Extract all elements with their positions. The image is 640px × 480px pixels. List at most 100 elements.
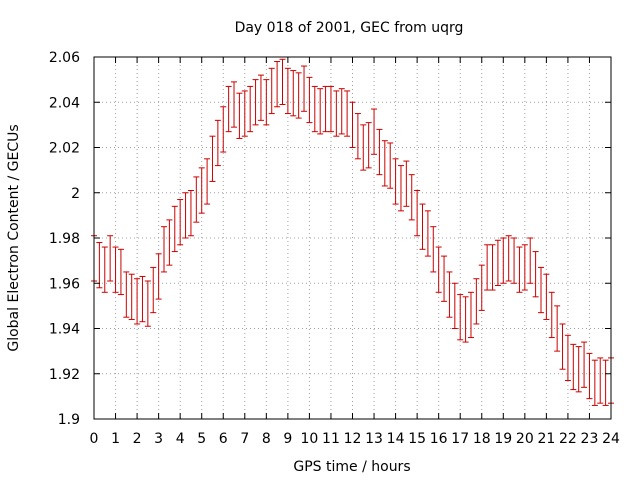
y-tick-label: 1.96 (49, 276, 80, 292)
error-bar-point (591, 359, 598, 406)
error-bar-point (182, 192, 189, 239)
x-tick-label: 19 (494, 431, 512, 447)
error-bar-point (435, 246, 442, 293)
error-bar-point (166, 219, 173, 266)
x-tick-label: 20 (516, 431, 534, 447)
y-axis-label: Global Electron Content / GECUs (6, 124, 22, 351)
x-tick-label: 1 (111, 431, 120, 447)
error-bar-point (295, 72, 302, 119)
error-bar-point (473, 278, 480, 325)
y-tick-labels: 1.9 1.92 1.94 1.96 1.98 2 2.02 2.04 2.06 (49, 50, 80, 428)
error-bar-point (290, 70, 297, 117)
x-tick-label: 7 (240, 431, 249, 447)
error-bar-point (209, 135, 216, 182)
y-tick-label: 1.92 (49, 367, 80, 383)
error-bar-point (123, 271, 130, 318)
error-bar-point (171, 205, 178, 253)
error-bar-point (257, 74, 264, 121)
error-bar-point (500, 237, 507, 284)
error-bar-point (376, 128, 383, 176)
error-bar-point (381, 140, 388, 187)
error-bar-point (177, 199, 184, 246)
error-bar-point (457, 294, 464, 341)
x-tick-label: 22 (559, 431, 577, 447)
error-bar-point (193, 176, 200, 223)
y-tick-label: 2.06 (49, 50, 80, 66)
error-bar-point (451, 282, 458, 329)
error-bar-point (581, 341, 588, 388)
x-tick-label: 14 (387, 431, 405, 447)
error-bar-point (311, 85, 318, 133)
error-bar-point (344, 90, 351, 137)
x-tick-label: 18 (473, 431, 491, 447)
error-bar-point (564, 334, 571, 382)
error-bar-point (128, 273, 135, 320)
error-bar-point (252, 79, 259, 126)
error-bar-point (424, 210, 431, 257)
error-bar-point (543, 273, 550, 320)
error-bar-point (161, 226, 168, 273)
error-bar-point (306, 76, 313, 124)
error-bar-point (187, 189, 194, 237)
x-tick-label: 9 (283, 431, 292, 447)
error-bar-point (231, 81, 238, 128)
x-tick-label: 8 (262, 431, 271, 447)
y-tick-label: 2.04 (49, 95, 80, 111)
error-bar-point (511, 237, 518, 284)
error-bar-point (338, 88, 345, 135)
x-tick-label: 12 (344, 431, 362, 447)
error-bar-point (241, 90, 248, 137)
x-tick-label: 3 (154, 431, 163, 447)
error-bar-point (570, 343, 577, 391)
y-tick-label: 2.02 (49, 141, 80, 157)
error-bar-point (327, 85, 334, 133)
error-bar-point (548, 291, 555, 339)
error-bar-point (284, 67, 291, 115)
y-tick-label: 1.9 (58, 412, 80, 428)
y-tick-label: 1.94 (49, 322, 80, 338)
error-bar-point (489, 244, 496, 291)
error-bar-point (516, 246, 523, 293)
error-bar-point (144, 280, 151, 327)
error-bar-point (360, 124, 367, 171)
error-bar-point (478, 264, 485, 311)
error-bar-point (322, 85, 329, 133)
error-bar-point (462, 296, 469, 343)
error-bar-point (236, 92, 243, 139)
error-bar-point (505, 235, 512, 282)
error-bar-point (333, 90, 340, 137)
error-bar-point (371, 108, 378, 155)
error-bar-point (403, 160, 410, 207)
error-bar-point (155, 253, 162, 300)
x-tick-label: 11 (322, 431, 340, 447)
error-bar-point (279, 58, 286, 106)
error-bar-point (268, 67, 275, 115)
x-tick-label: 16 (430, 431, 448, 447)
error-bar-point (441, 255, 448, 302)
error-bar-point (521, 244, 528, 291)
chart-title: Day 018 of 2001, GEC from uqrg (235, 20, 464, 36)
error-bar-point (484, 244, 491, 291)
error-bar-point (301, 65, 308, 112)
error-bar-point (397, 165, 404, 212)
y-tick-label: 2 (71, 186, 80, 202)
error-bar-point (263, 79, 270, 126)
error-bar-point (204, 158, 211, 205)
error-bar-point (419, 203, 426, 250)
error-bar-point (575, 346, 582, 393)
error-bar-point (554, 305, 561, 352)
error-bar-point (274, 61, 281, 108)
x-tick-label: 23 (581, 431, 599, 447)
x-tick-labels: 0 1 2 3 4 5 6 7 8 9 10 11 12 13 14 15 16 17 18 19 20 21 22 23 24 (90, 431, 620, 447)
x-axis-label: GPS time / hours (293, 459, 410, 475)
error-bar-point (446, 271, 453, 318)
error-bar-point (527, 237, 534, 284)
error-bar-point (139, 275, 146, 323)
error-bar-point (387, 142, 394, 189)
axis-ticks (93, 56, 612, 420)
x-tick-label: 2 (133, 431, 142, 447)
error-bar-point (349, 101, 356, 148)
error-bar-point (112, 246, 119, 293)
error-bar-point (392, 158, 399, 205)
